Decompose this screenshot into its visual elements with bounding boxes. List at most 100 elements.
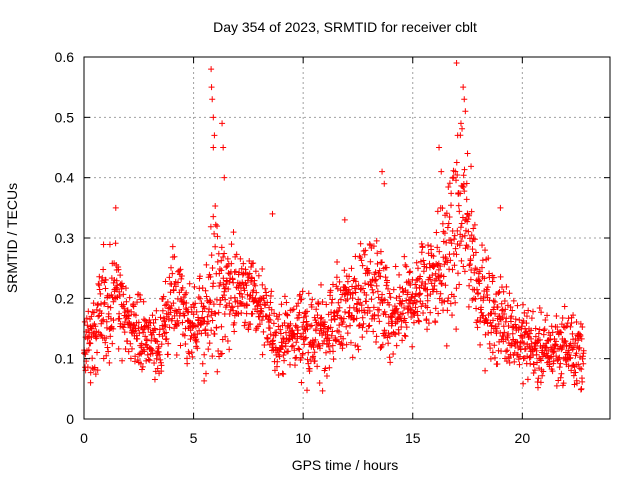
data-point: [348, 265, 355, 272]
data-point: [212, 243, 219, 250]
data-point: [328, 299, 335, 306]
data-point: [280, 352, 287, 359]
data-point: [316, 380, 323, 387]
data-point: [207, 298, 214, 305]
data-point: [389, 314, 396, 321]
data-point: [199, 308, 206, 315]
data-point: [323, 349, 330, 356]
data-point: [204, 332, 211, 339]
data-point: [471, 269, 478, 276]
data-point: [451, 236, 458, 243]
data-point: [337, 296, 344, 303]
data-point: [209, 96, 216, 103]
data-point: [437, 290, 444, 297]
data-point: [167, 305, 174, 312]
data-point: [578, 366, 585, 373]
data-point: [577, 332, 584, 339]
data-point: [224, 255, 231, 262]
data-point: [480, 293, 487, 300]
data-point: [88, 334, 95, 341]
data-point: [334, 285, 341, 292]
data-point: [110, 325, 117, 332]
data-point: [216, 266, 223, 273]
data-point: [208, 327, 215, 334]
data-point: [252, 282, 259, 289]
data-point: [314, 312, 321, 319]
data-point: [131, 322, 138, 329]
data-point: [473, 305, 480, 312]
data-point: [324, 325, 331, 332]
data-point: [577, 386, 584, 393]
data-point: [444, 259, 451, 266]
data-point: [383, 264, 390, 271]
data-point: [495, 320, 502, 327]
data-point: [344, 296, 351, 303]
data-point: [427, 309, 434, 316]
data-point: [538, 357, 545, 364]
data-point: [252, 268, 259, 275]
data-point: [206, 340, 213, 347]
data-point: [515, 324, 522, 331]
data-point: [573, 350, 580, 357]
data-point: [370, 243, 377, 250]
data-point: [167, 289, 174, 296]
data-point: [302, 313, 309, 320]
data-point: [535, 330, 542, 337]
data-point: [505, 322, 512, 329]
data-point: [329, 342, 336, 349]
data-point: [497, 273, 504, 280]
data-point: [215, 347, 222, 354]
data-point: [277, 326, 284, 333]
data-point: [199, 360, 206, 367]
data-point: [447, 237, 454, 244]
data-point: [565, 347, 572, 354]
data-point: [215, 309, 222, 316]
data-point: [423, 316, 430, 323]
data-point: [575, 361, 582, 368]
data-point: [218, 267, 225, 274]
data-point: [359, 334, 366, 341]
data-point: [200, 318, 207, 325]
data-point: [376, 306, 383, 313]
data-point: [311, 357, 318, 364]
data-point: [169, 243, 176, 250]
data-point: [485, 330, 492, 337]
data-point: [352, 289, 359, 296]
data-point: [477, 318, 484, 325]
data-point: [392, 331, 399, 338]
data-point: [484, 320, 491, 327]
data-point: [224, 337, 231, 344]
data-point: [331, 316, 338, 323]
data-point: [177, 342, 184, 349]
data-point: [355, 346, 362, 353]
data-point: [448, 202, 455, 209]
data-point: [560, 380, 567, 387]
data-point: [470, 225, 477, 232]
data-point: [546, 358, 553, 365]
data-point: [356, 322, 363, 328]
data-point: [96, 282, 103, 289]
data-point: [107, 304, 114, 311]
data-point: [230, 229, 237, 236]
data-point: [396, 284, 403, 291]
data-point: [481, 275, 488, 282]
data-point: [579, 378, 586, 385]
data-point: [214, 223, 221, 230]
data-point: [333, 338, 340, 345]
data-point: [239, 293, 246, 300]
data-point: [93, 333, 100, 340]
data-point: [182, 340, 189, 347]
data-point: [153, 307, 160, 314]
data-point: [101, 299, 108, 306]
data-point: [110, 279, 117, 286]
data-point: [144, 351, 151, 358]
data-point: [140, 316, 147, 323]
data-point: [259, 281, 266, 288]
data-point: [457, 190, 464, 197]
data-point: [373, 333, 380, 340]
data-point: [363, 291, 370, 298]
data-point: [549, 329, 556, 336]
y-tick-label: 0.6: [55, 49, 75, 65]
data-point: [111, 295, 118, 302]
data-point: [445, 295, 452, 302]
